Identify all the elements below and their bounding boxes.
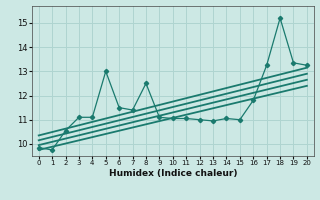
X-axis label: Humidex (Indice chaleur): Humidex (Indice chaleur) [108, 169, 237, 178]
